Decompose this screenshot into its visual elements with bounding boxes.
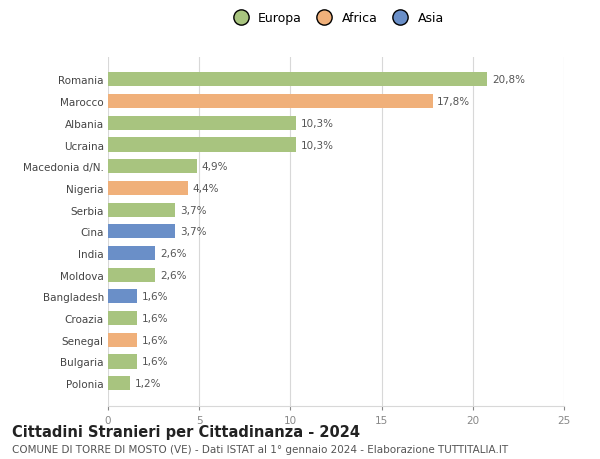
Text: 2,6%: 2,6% [160,248,187,258]
Text: 4,4%: 4,4% [193,184,220,194]
Bar [108,117,296,131]
Bar [108,225,175,239]
Text: 10,3%: 10,3% [301,118,334,129]
Text: 2,6%: 2,6% [160,270,187,280]
Legend: Europa, Africa, Asia: Europa, Africa, Asia [226,10,446,28]
Text: 4,9%: 4,9% [202,162,229,172]
Bar [108,376,130,390]
Bar [108,95,433,109]
Text: 17,8%: 17,8% [437,97,470,107]
Text: 3,7%: 3,7% [180,227,206,237]
Text: 1,6%: 1,6% [142,335,168,345]
Text: 20,8%: 20,8% [492,75,525,85]
Bar [108,333,137,347]
Text: 10,3%: 10,3% [301,140,334,150]
Bar [108,73,487,87]
Bar [108,138,296,152]
Bar [108,311,137,325]
Text: 3,7%: 3,7% [180,205,206,215]
Bar [108,160,197,174]
Text: 1,6%: 1,6% [142,292,168,302]
Bar [108,203,175,217]
Text: 1,6%: 1,6% [142,313,168,324]
Bar [108,290,137,304]
Text: COMUNE DI TORRE DI MOSTO (VE) - Dati ISTAT al 1° gennaio 2024 - Elaborazione TUT: COMUNE DI TORRE DI MOSTO (VE) - Dati IST… [12,444,508,454]
Bar [108,181,188,196]
Text: 1,2%: 1,2% [134,378,161,388]
Bar [108,268,155,282]
Bar [108,355,137,369]
Text: Cittadini Stranieri per Cittadinanza - 2024: Cittadini Stranieri per Cittadinanza - 2… [12,425,360,440]
Text: 1,6%: 1,6% [142,357,168,367]
Bar [108,246,155,260]
